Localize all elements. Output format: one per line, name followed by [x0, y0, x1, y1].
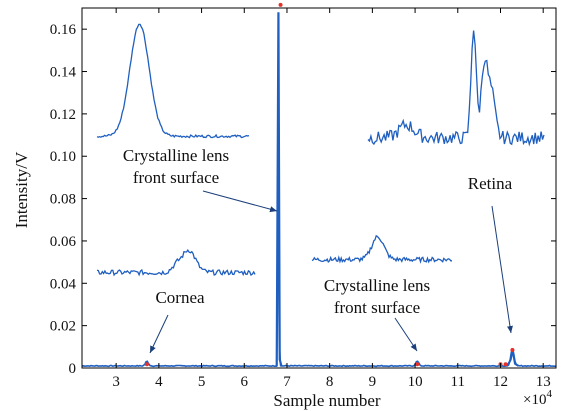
x-tick-label: 7 [283, 374, 291, 390]
y-tick-label: 0 [69, 361, 77, 377]
inset-cornea [96, 248, 256, 277]
x-tick-label: 13 [536, 374, 551, 390]
x-tick-label: 3 [112, 374, 120, 390]
y-tick-label: 0.16 [50, 22, 77, 38]
peak-marker [144, 362, 149, 367]
y-tick-label: 0.04 [50, 276, 77, 292]
y-tick-label: 0.10 [50, 149, 76, 165]
y-tick-label: 0.14 [50, 65, 77, 81]
x-tick-label: 12 [493, 374, 508, 390]
x-tick-label: 8 [326, 374, 334, 390]
arrow-retina [491, 205, 513, 334]
arrow-lens-back [394, 317, 418, 352]
y-tick-label: 0.02 [50, 319, 76, 335]
x-axis-multiplier: ×104 [523, 388, 552, 408]
signal-line [81, 188, 556, 368]
annotation-lens-back: Crystalline lens [324, 276, 430, 295]
x-tick-label: 6 [241, 374, 249, 390]
plot-frame [81, 7, 557, 369]
x-tick-label: 5 [198, 374, 206, 390]
annotation-retina: Retina [468, 174, 513, 193]
plot-area [81, 2, 556, 368]
x-tick-label: 10 [408, 374, 423, 390]
annotations: Crystalline lens front surface Retina Corne… [96, 23, 545, 354]
x-tick-label: 11 [451, 374, 465, 390]
inset-lens-back [311, 234, 452, 264]
y-axis-title: Intensity/V [12, 151, 31, 228]
retina-peak [506, 349, 519, 367]
axes: 3 4 5 6 7 8 9 10 11 12 13 0 0.02 0.04 0.06 0.08 0.10 0.12… [50, 7, 557, 390]
annotation-cornea: Cornea [155, 288, 205, 307]
inset-lens-front [96, 23, 250, 139]
y-tick-label: 0.06 [50, 234, 77, 250]
lens-front-peak [275, 12, 283, 367]
arrow-cornea [149, 314, 169, 354]
inset-retina [367, 30, 545, 147]
x-tick-label: 9 [369, 374, 377, 390]
x-tick-label: 4 [155, 374, 163, 390]
annotation-lens-back: front surface [334, 298, 420, 317]
peak-marker [503, 362, 508, 367]
annotation-lens-front: Crystalline lens [123, 146, 229, 165]
y-tick-label: 0.08 [50, 192, 76, 208]
y-tick-label: 0.12 [50, 107, 76, 123]
x-axis-title: Sample number [273, 391, 381, 410]
peak-marker [278, 2, 283, 7]
peak-marker [510, 348, 515, 352]
annotation-lens-front: front surface [133, 168, 219, 187]
arrow-lens-front [202, 190, 278, 213]
peak-marker [415, 362, 420, 367]
